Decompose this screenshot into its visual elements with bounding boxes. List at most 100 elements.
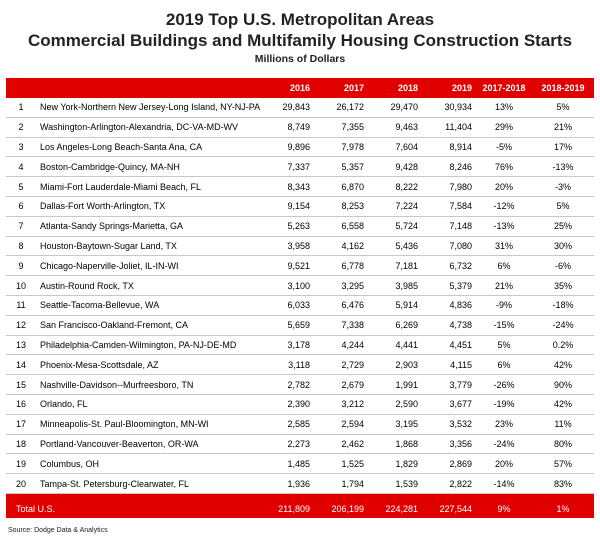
rank-cell: 13 [6,335,36,356]
value-cell: 9,896 [260,137,314,158]
value-cell: 2,903 [368,354,422,376]
value-cell: 7,080 [422,236,476,257]
rank-cell: 15 [6,374,36,395]
table-row: 11 Seattle-Tacoma-Bellevue, WA 6,033 6,476 5… [6,295,594,316]
value-cell: 21% [532,117,594,138]
value-cell: 3,118 [260,354,314,376]
table-row: 12 San Francisco-Oakland-Fremont, CA 5,659… [6,315,594,336]
rank-cell: 9 [6,255,36,277]
value-cell: 80% [532,434,594,455]
rank-cell: 19 [6,453,36,475]
metro-area-cell: Atlanta-Sandy Springs-Marietta, GA [36,216,260,237]
metro-area-cell: San Francisco-Oakland-Fremont, CA [36,315,260,336]
us-total-value: 227,544 [422,499,477,518]
value-cell: 21% [476,275,532,296]
chart-title-line-1: 2019 Top U.S. Metropolitan Areas [165,10,435,29]
column-header: 2016 [260,78,314,98]
metro-area-cell: Phoenix-Mesa-Scottsdale, AZ [36,354,260,376]
metro-area-cell: Tampa-St. Petersburg-Clearwater, FL [36,473,260,494]
value-cell: -12% [476,196,532,217]
value-cell: 26,172 [314,98,368,118]
value-cell: -18% [532,295,594,316]
value-cell: 3,212 [314,394,368,415]
value-cell: 57% [532,453,594,475]
value-cell: 7,978 [314,137,368,158]
value-cell: 29% [476,117,532,138]
table-row: 10 Austin-Round Rock, TX 3,100 3,295 3,985 5,… [6,275,594,296]
value-cell: 8,914 [422,137,476,158]
value-cell: 17% [532,137,594,158]
metro-area-cell: Nashville-Davidson--Murfreesboro, TN [36,374,260,395]
value-cell: 1,525 [314,453,368,475]
value-cell: -24% [476,434,532,455]
table-row: 3 Los Angeles-Long Beach-Santa Ana, CA 9,8… [6,137,594,158]
value-cell: 1,991 [368,374,422,395]
table-row: 17 Minneapolis-St. Paul-Bloomington, MN-W… [6,414,594,435]
table-body: 1 New York-Northern New Jersey-Long Islan… [6,98,594,494]
chart-title-line-2: Commercial Buildings and Multifamily Hou… [27,31,573,50]
value-cell: 6,870 [314,176,368,197]
rank-cell: 20 [6,473,36,494]
value-cell: 8,246 [422,156,476,178]
value-cell: 25% [532,216,594,237]
value-cell: 8,749 [260,117,314,138]
metro-area-cell: Columbus, OH [36,453,260,475]
table-row: 20 Tampa-St. Petersburg-Clearwater, FL 1,9… [6,473,594,494]
table-row: 8 Houston-Baytown-Sugar Land, TX 3,958 4,16… [6,236,594,257]
rank-cell: 12 [6,315,36,336]
value-cell: 5,914 [368,295,422,316]
column-header: 2017 [314,78,368,98]
value-cell: 5,436 [368,236,422,257]
value-cell: -5% [476,137,532,158]
table-row: 1 New York-Northern New Jersey-Long Islan… [6,98,594,118]
rank-cell: 1 [6,98,36,118]
value-cell: 2,782 [260,374,314,395]
table-row: 16 Orlando, FL 2,390 3,212 2,590 3,677 -19% 42% [6,394,594,415]
value-cell: 11% [532,414,594,435]
metro-area-cell: Minneapolis-St. Paul-Bloomington, MN-WI [36,414,260,435]
value-cell: 1,868 [368,434,422,455]
value-cell: -19% [476,394,532,415]
value-cell: -13% [476,216,532,237]
table-row: 19 Columbus, OH 1,485 1,525 1,829 2,869 20% 57% [6,453,594,475]
value-cell: 11,404 [422,117,476,138]
value-cell: 2,679 [314,374,368,395]
chart-subtitle: Millions of Dollars [254,53,346,65]
metro-area-cell: Orlando, FL [36,394,260,415]
value-cell: 6,033 [260,295,314,316]
us-total-value: 211,809 [260,499,315,518]
rank-cell: 4 [6,156,36,178]
value-cell: 3,677 [422,394,476,415]
value-cell: 4,836 [422,295,476,316]
value-cell: -26% [476,374,532,395]
value-cell: 5,357 [314,156,368,178]
value-cell: 5,263 [260,216,314,237]
column-header: 2018-2019 [532,78,594,98]
column-header [36,78,260,98]
value-cell: 6,732 [422,255,476,277]
table-row: 18 Portland-Vancouver-Beaverton, OR-WA 2,2… [6,434,594,455]
value-cell: 7,224 [368,196,422,217]
value-cell: 6% [476,255,532,277]
value-cell: 20% [476,453,532,475]
value-cell: 20% [476,176,532,197]
source-note: Source: Dodge Data & Analytics [8,527,108,534]
rank-cell: 2 [6,117,36,138]
value-cell: 3,779 [422,374,476,395]
value-cell: 7,148 [422,216,476,237]
value-cell: 7,584 [422,196,476,217]
value-cell: 3,178 [260,335,314,356]
us-total-label: Total U.S. [6,499,261,518]
value-cell: 6,269 [368,315,422,336]
rank-cell: 16 [6,394,36,415]
metro-area-cell: Boston-Cambridge-Quincy, MA-NH [36,156,260,178]
value-cell: 5,379 [422,275,476,296]
value-cell: 2,390 [260,394,314,415]
rank-cell: 14 [6,354,36,376]
value-cell: 7,980 [422,176,476,197]
value-cell: 7,338 [314,315,368,336]
metro-area-cell: Dallas-Fort Worth-Arlington, TX [36,196,260,217]
value-cell: 9,463 [368,117,422,138]
column-header [6,78,36,98]
value-cell: 7,181 [368,255,422,277]
